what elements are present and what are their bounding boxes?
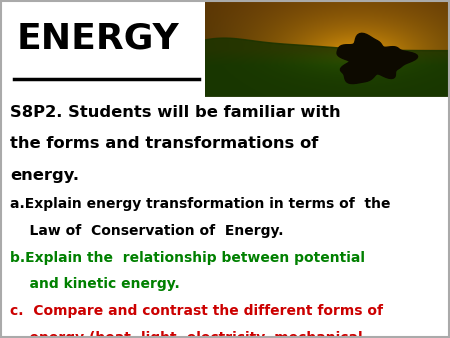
Text: energy (heat, light, electricity, mechanical: energy (heat, light, electricity, mechan… (10, 331, 363, 338)
Text: b.Explain the  relationship between potential: b.Explain the relationship between poten… (10, 251, 365, 265)
Text: S8P2. Students will be familiar with: S8P2. Students will be familiar with (10, 105, 341, 120)
Text: and kinetic energy.: and kinetic energy. (10, 277, 180, 291)
Text: the forms and transformations of: the forms and transformations of (10, 136, 318, 151)
Text: ENERGY: ENERGY (16, 22, 179, 55)
Text: a.Explain energy transformation in terms of  the: a.Explain energy transformation in terms… (10, 197, 391, 212)
Text: energy.: energy. (10, 168, 79, 183)
Text: c.  Compare and contrast the different forms of: c. Compare and contrast the different fo… (10, 305, 383, 318)
Polygon shape (337, 33, 418, 83)
Text: Law of  Conservation of  Energy.: Law of Conservation of Energy. (10, 223, 283, 238)
